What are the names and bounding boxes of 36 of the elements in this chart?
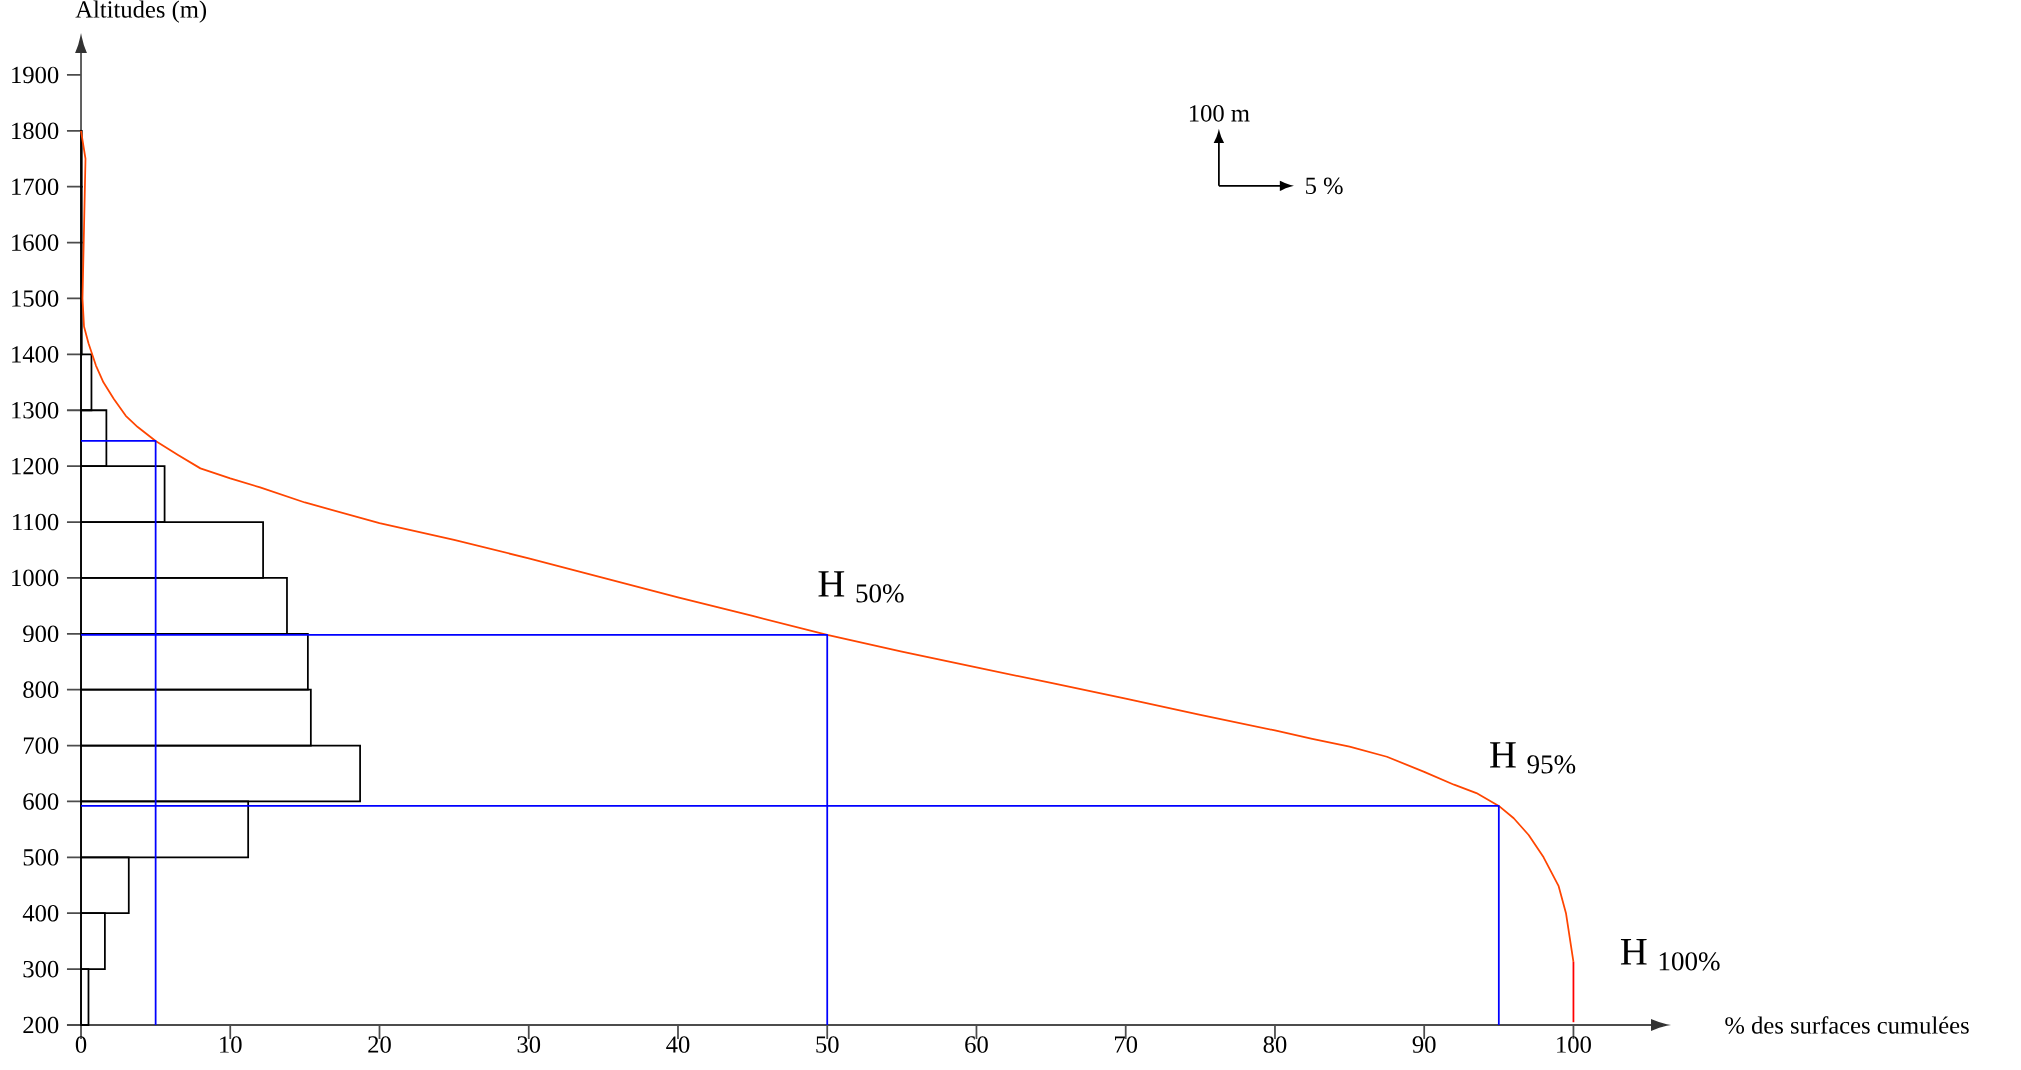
annotation: 5 %	[1306, 177, 1343, 195]
annotation: 100 m	[1189, 105, 1250, 122]
x-tick-label: 60	[965, 1036, 988, 1053]
x-tick-label: 50	[816, 1036, 839, 1053]
y-tick-label: 300	[23, 960, 59, 978]
y-tick-label: 1500	[12, 290, 59, 307]
x-tick-label: 100	[1557, 1036, 1591, 1053]
y-tick-label: 800	[23, 681, 59, 698]
y-tick-label: 1400	[12, 346, 59, 363]
y-tick-label: 900	[23, 625, 59, 643]
y-tick-label: 1700	[12, 178, 59, 195]
y-tick-label: 1900	[12, 66, 59, 84]
y-tick-label: 600	[23, 793, 59, 810]
x-tick-label: 80	[1263, 1036, 1287, 1053]
y-axis-title: Altitudes (m)	[75, 0, 207, 23]
y-tick-label: 1200	[12, 457, 59, 475]
y-tick-label: 500	[23, 849, 59, 866]
y-tick-label: 400	[22, 904, 59, 922]
y-tick-label: 1000	[12, 569, 59, 587]
x-tick-label: 40	[666, 1036, 690, 1053]
annotation: H $_{100%}$	[1620, 939, 1720, 971]
y-tick-label: 1600	[12, 234, 59, 251]
y-tick-label: 1300	[12, 401, 59, 419]
y-tick-label: 1100	[13, 513, 59, 531]
x-tick-label: 20	[368, 1036, 391, 1053]
x-tick-label: 30	[517, 1036, 541, 1053]
y-tick-label: 1800	[12, 122, 59, 140]
y-tick-label: 700	[23, 737, 59, 754]
x-axis-title: % des surfaces cumulées	[1725, 1016, 1969, 1034]
annotation: H $_{95%}$	[1490, 742, 1576, 774]
x-tick-label: 70	[1115, 1036, 1138, 1053]
annotation: H $_{50%}$	[818, 571, 904, 603]
x-tick-label: 90	[1412, 1036, 1436, 1053]
x-tick-label: 10	[220, 1036, 242, 1053]
x-tick-label: 0	[75, 1036, 87, 1053]
y-tick-label: 200	[23, 1016, 59, 1034]
